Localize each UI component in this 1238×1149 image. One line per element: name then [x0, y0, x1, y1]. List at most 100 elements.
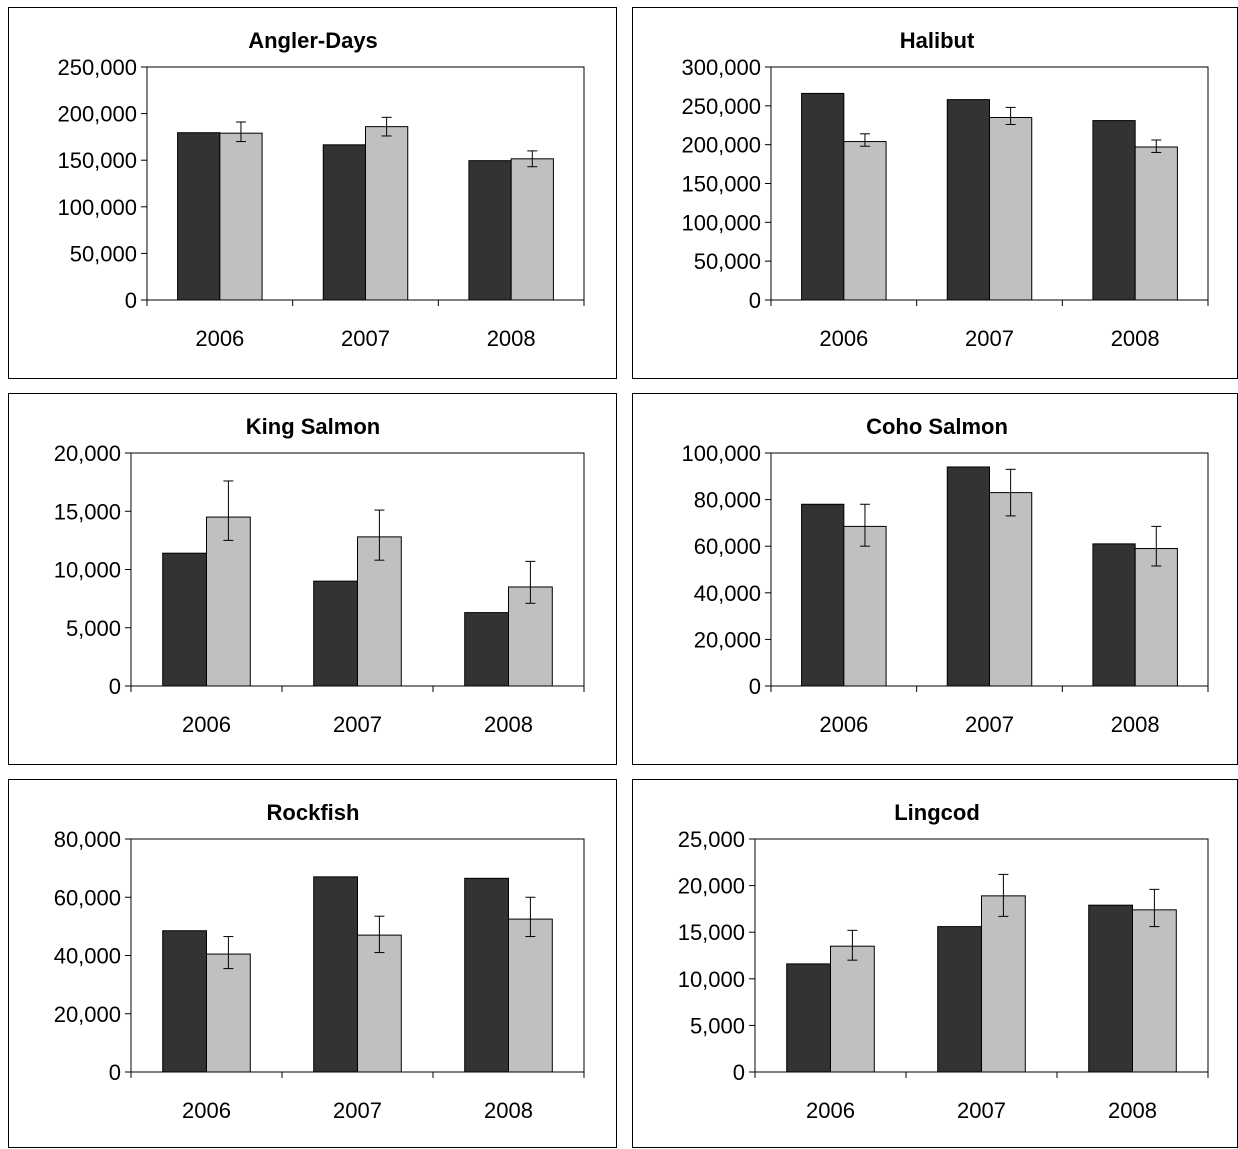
- bar-series-2: [365, 126, 409, 301]
- bar-series-1: [937, 926, 982, 1073]
- x-tick-label: 2008: [1108, 1098, 1157, 1123]
- plot-area: 0 50,000 100,000 150,000 200,000 250,000 300,0…: [681, 55, 1209, 351]
- y-tick-label: 50,000: [694, 249, 761, 274]
- bar-series-2: [357, 934, 402, 1073]
- chart-title: Halibut: [900, 28, 975, 53]
- y-tick-label: 100,000: [681, 210, 761, 235]
- chart-panel-angler-days: Angler-Days 0 50,000 100,000 150,000 200,000…: [8, 7, 617, 379]
- y-tick-label: 20,000: [54, 441, 121, 466]
- bar-series-2: [843, 141, 887, 301]
- bar-series-1: [1088, 904, 1133, 1073]
- bar-series-1: [468, 160, 512, 301]
- y-tick-label: 50,000: [70, 241, 137, 266]
- chart-svg-rockfish: Rockfish 0 20,000 40,000 60,000 80,000 2006 20…: [54, 800, 585, 1123]
- y-tick-label: 20,000: [694, 627, 761, 652]
- chart-svg-angler-days: Angler-Days 0 50,000 100,000 150,000 200,000…: [57, 28, 585, 351]
- chart-title: King Salmon: [246, 414, 380, 439]
- y-tick-label: 100,000: [57, 195, 137, 220]
- y-tick-label: 60,000: [54, 885, 121, 910]
- y-tick-label: 15,000: [678, 920, 745, 945]
- x-tick-label: 2007: [333, 1098, 382, 1123]
- y-tick-label: 80,000: [54, 827, 121, 852]
- bar-series-1: [1092, 120, 1136, 301]
- y-tick-label: 150,000: [681, 172, 761, 197]
- y-tick-label: 25,000: [678, 827, 745, 852]
- y-tick-label: 0: [109, 1060, 121, 1085]
- y-tick-label: 250,000: [57, 55, 137, 80]
- y-tick-label: 15,000: [54, 499, 121, 524]
- x-tick-label: 2006: [182, 712, 231, 737]
- chart-panel-halibut: Halibut 0 50,000 100,000 150,000 200,000 250,…: [632, 7, 1238, 379]
- chart-panel-lingcod: Lingcod 0 5,000 10,000 15,000 20,000 25,000 20…: [632, 779, 1238, 1148]
- bar-series-1: [464, 612, 509, 687]
- bar-series-1: [801, 92, 845, 301]
- chart-svg-king-salmon: King Salmon 0 5,000 10,000 15,000 20,000 2006…: [54, 414, 585, 737]
- x-tick-label: 2007: [341, 326, 390, 351]
- y-tick-label: 250,000: [681, 94, 761, 119]
- x-tick-label: 2008: [1111, 712, 1160, 737]
- chart-svg-lingcod: Lingcod 0 5,000 10,000 15,000 20,000 25,000 20…: [678, 800, 1209, 1123]
- x-tick-label: 2006: [182, 1098, 231, 1123]
- bar-series-2: [830, 945, 875, 1073]
- bar-series-2: [510, 158, 554, 301]
- bar-series-1: [162, 552, 208, 687]
- x-tick-label: 2006: [819, 712, 868, 737]
- chart-title: Angler-Days: [248, 28, 378, 53]
- x-tick-label: 2008: [1111, 326, 1160, 351]
- x-tick-label: 2008: [484, 712, 533, 737]
- bar-series-1: [313, 580, 358, 687]
- bar-series-2: [843, 525, 887, 687]
- y-tick-label: 10,000: [678, 967, 745, 992]
- bar-series-2: [981, 895, 1026, 1073]
- x-tick-label: 2007: [965, 712, 1014, 737]
- y-tick-label: 100,000: [681, 441, 761, 466]
- bar-series-1: [946, 99, 990, 301]
- y-tick-label: 300,000: [681, 55, 761, 80]
- chart-title: Rockfish: [267, 800, 360, 825]
- y-tick-label: 5,000: [66, 616, 121, 641]
- y-tick-label: 150,000: [57, 148, 137, 173]
- bar-series-2: [206, 516, 251, 687]
- plot-area: 0 20,000 40,000 60,000 80,000 100,000 2006 2007…: [681, 441, 1209, 737]
- bar-series-2: [219, 132, 263, 301]
- bar-series-2: [1134, 146, 1178, 301]
- bar-series-1: [464, 877, 509, 1073]
- y-tick-label: 0: [749, 674, 761, 699]
- bar-series-1: [946, 466, 990, 687]
- x-tick-label: 2006: [806, 1098, 855, 1123]
- bar-series-2: [1134, 548, 1178, 687]
- y-tick-label: 0: [733, 1060, 745, 1085]
- bar-series-1: [801, 503, 845, 687]
- x-tick-label: 2008: [487, 326, 536, 351]
- y-tick-label: 20,000: [678, 874, 745, 899]
- x-tick-label: 2006: [819, 326, 868, 351]
- chart-svg-coho-salmon: Coho Salmon 0 20,000 40,000 60,000 80,000 100…: [681, 414, 1209, 737]
- chart-panel-rockfish: Rockfish 0 20,000 40,000 60,000 80,000 2006 20…: [8, 779, 617, 1148]
- y-tick-label: 5,000: [690, 1013, 745, 1038]
- bar-series-1: [1092, 543, 1136, 687]
- x-tick-label: 2007: [957, 1098, 1006, 1123]
- chart-panel-coho-salmon: Coho Salmon 0 20,000 40,000 60,000 80,000 100…: [632, 393, 1238, 765]
- bar-series-1: [313, 876, 358, 1073]
- x-tick-label: 2006: [195, 326, 244, 351]
- y-tick-label: 0: [749, 288, 761, 313]
- plot-area: 0 20,000 40,000 60,000 80,000 2006 2007 2008: [54, 827, 585, 1123]
- y-tick-label: 40,000: [694, 581, 761, 606]
- bar-series-1: [162, 930, 208, 1073]
- bar-series-2: [989, 116, 1033, 301]
- chart-title: Lingcod: [894, 800, 980, 825]
- y-tick-label: 10,000: [54, 558, 121, 583]
- chart-title: Coho Salmon: [866, 414, 1008, 439]
- y-tick-label: 80,000: [694, 488, 761, 513]
- y-tick-label: 40,000: [54, 944, 121, 969]
- bar-series-2: [508, 918, 553, 1073]
- bar-series-1: [322, 144, 366, 301]
- bar-series-1: [786, 963, 832, 1073]
- y-tick-label: 0: [109, 674, 121, 699]
- plot-area: 0 5,000 10,000 15,000 20,000 25,000 2006 2007 20…: [678, 827, 1209, 1123]
- plot-area: 0 5,000 10,000 15,000 20,000 2006 2007 2008: [54, 441, 585, 737]
- x-tick-label: 2007: [333, 712, 382, 737]
- bar-series-2: [989, 492, 1033, 687]
- y-tick-label: 200,000: [681, 133, 761, 158]
- plot-area: 0 50,000 100,000 150,000 200,000 250,000 2006 2…: [57, 55, 585, 351]
